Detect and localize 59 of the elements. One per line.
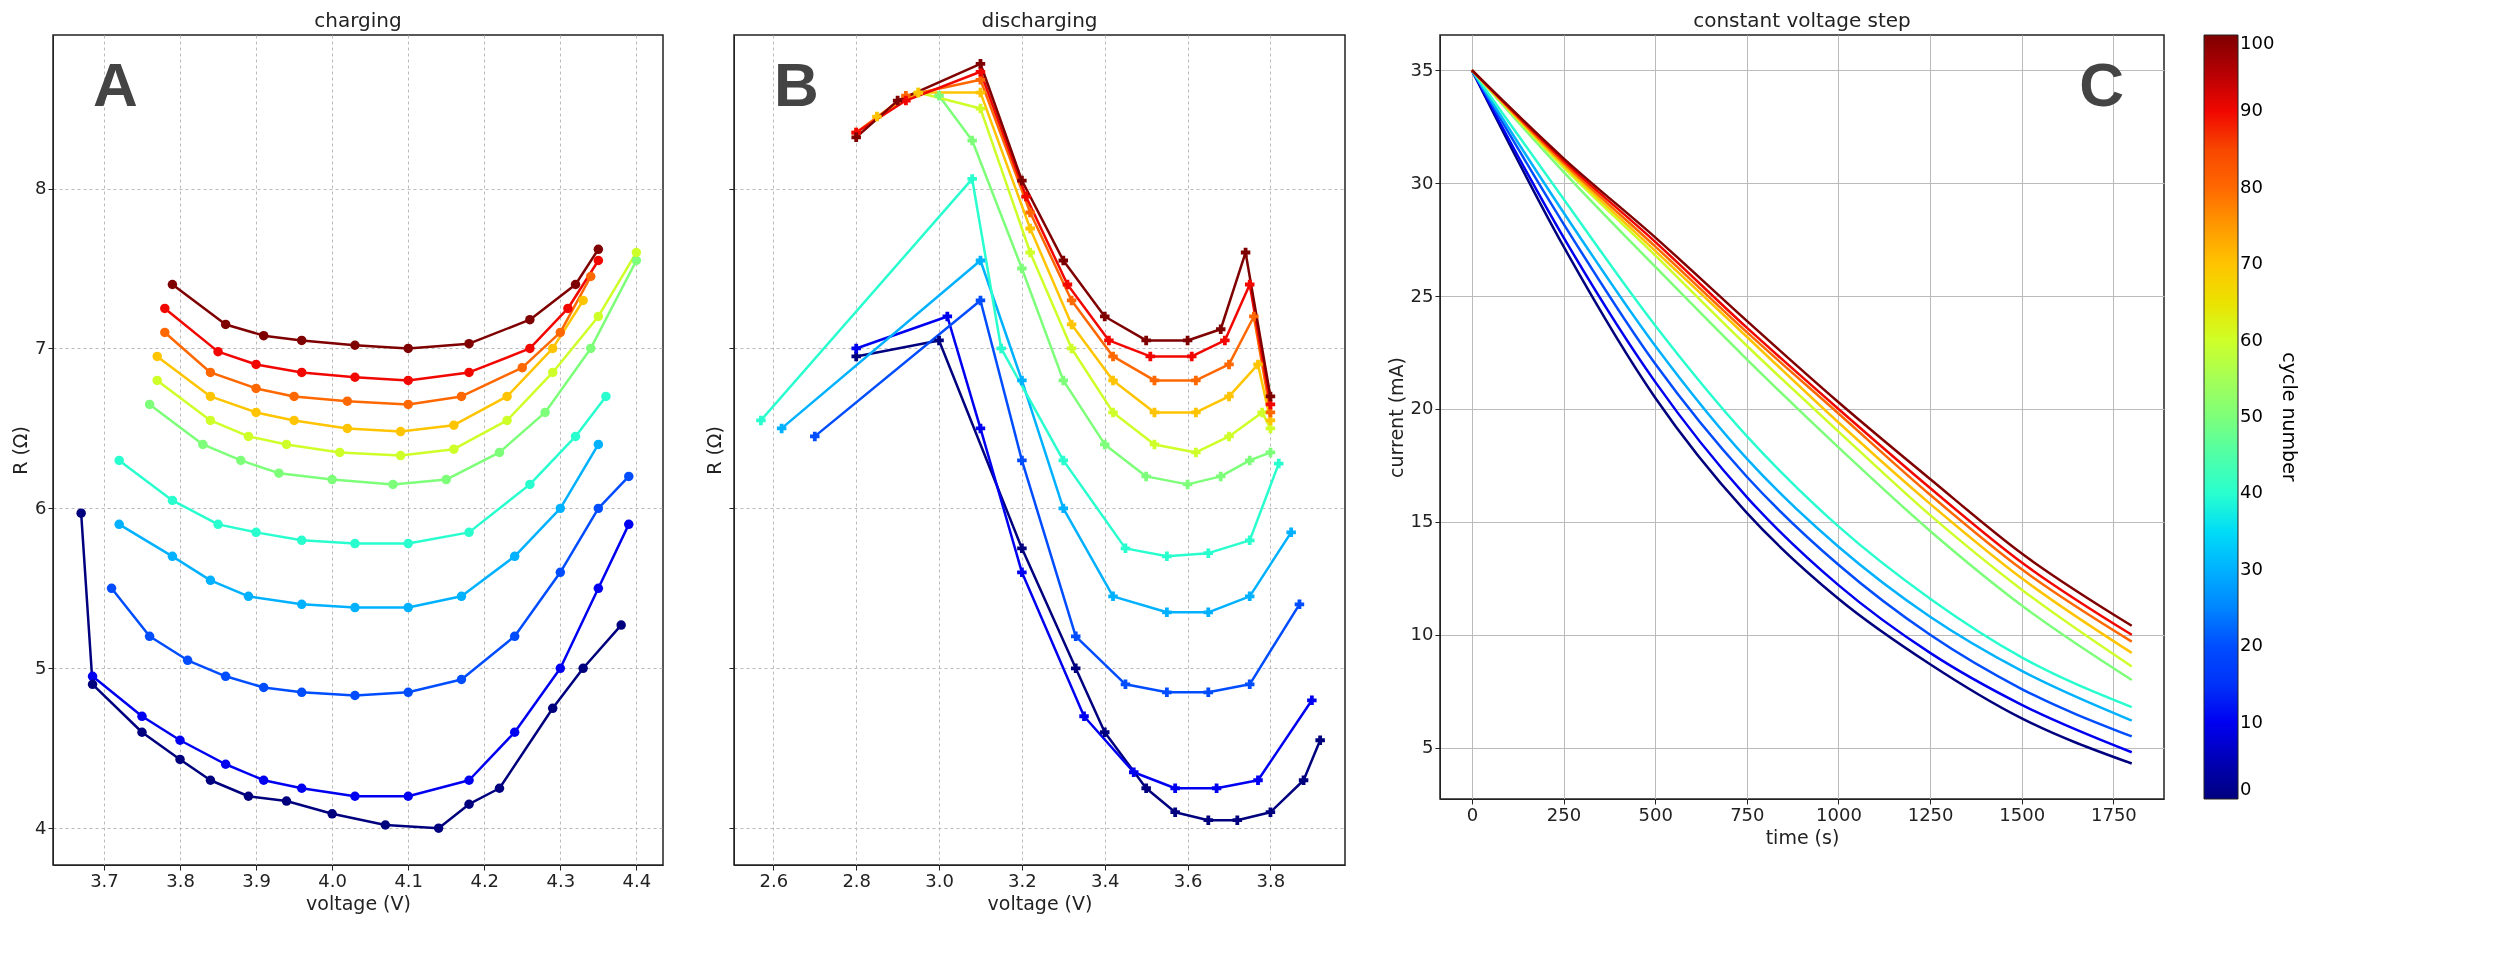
- annotation: C: [2079, 50, 2124, 119]
- color-bar-label: 50: [2240, 405, 2263, 426]
- x-axis-title: time (s): [1765, 825, 1840, 848]
- x-tick-label: 2.8: [842, 869, 872, 891]
- color-bar-label: 40: [2240, 481, 2263, 503]
- x-tick-label: 3.9: [242, 869, 271, 891]
- y-axis-title: R (Ω): [703, 426, 725, 475]
- x-tick-label: 2.6: [759, 869, 789, 891]
- color-bar-label: 60: [2240, 328, 2263, 350]
- y-tick-label: 30: [1410, 171, 1434, 193]
- x-tick-label: 4.4: [622, 869, 652, 891]
- x-tick-label: 3.2: [1008, 869, 1037, 891]
- y-tick-label: 5: [1422, 736, 1434, 758]
- x-tick-label: 3.8: [166, 869, 195, 891]
- chart-title: discharging: [981, 8, 1098, 32]
- y-tick-label: 15: [1410, 510, 1434, 532]
- y-tick-label: 6: [35, 496, 47, 518]
- x-tick-label: 1250: [1907, 803, 1954, 825]
- color-bar-label: 90: [2240, 99, 2263, 121]
- annotation: B: [774, 50, 819, 119]
- x-tick-label: 3.8: [1256, 869, 1286, 891]
- x-tick-label: 3.0: [925, 869, 954, 891]
- chart-title: constant voltage step: [1693, 8, 1911, 32]
- y-tick-label: 25: [1410, 284, 1434, 306]
- color-bar-label: 20: [2240, 634, 2263, 656]
- x-tick-label: 4.2: [470, 869, 500, 891]
- chart-title: charging: [314, 8, 402, 32]
- color-bar-label: 30: [2240, 557, 2263, 579]
- x-tick-label: 250: [1546, 803, 1582, 825]
- color-bar-label: 70: [2240, 252, 2263, 274]
- x-tick-label: 1750: [2091, 803, 2137, 825]
- x-tick-label: 500: [1638, 803, 1673, 825]
- x-tick-label: 3.7: [90, 869, 119, 891]
- color-bar-label: 80: [2240, 175, 2263, 197]
- y-tick-label: 35: [1410, 58, 1434, 80]
- color-bar-label: 0: [2240, 778, 2252, 799]
- y-tick-label: 5: [35, 656, 47, 678]
- x-tick-label: 4.0: [318, 869, 347, 891]
- x-tick-label: 3.4: [1090, 869, 1120, 891]
- color-bar-label: 10: [2240, 710, 2263, 732]
- x-tick-label: 750: [1730, 803, 1765, 825]
- x-tick-label: 1000: [1816, 803, 1862, 825]
- color-bar-label: 100: [2240, 32, 2275, 53]
- y-tick-label: 10: [1410, 623, 1434, 645]
- y-tick-label: 8: [35, 177, 47, 199]
- color-bar-title: cycle number: [2279, 352, 2301, 482]
- y-axis-title: current (mA): [1384, 357, 1407, 478]
- y-tick-label: 20: [1410, 397, 1434, 419]
- y-tick-label: 4: [35, 816, 47, 838]
- x-tick-label: 1500: [1999, 803, 2046, 825]
- y-axis-title: R (Ω): [9, 426, 32, 475]
- x-tick-label: 4.3: [546, 869, 576, 891]
- x-axis-title: voltage (V): [987, 891, 1093, 914]
- annotation: A: [93, 50, 138, 119]
- y-tick-label: 7: [35, 336, 47, 358]
- x-tick-label: 4.1: [394, 869, 424, 891]
- x-tick-label: 0: [1466, 803, 1479, 825]
- x-tick-label: 3.6: [1173, 869, 1203, 891]
- x-axis-title: voltage (V): [306, 891, 411, 914]
